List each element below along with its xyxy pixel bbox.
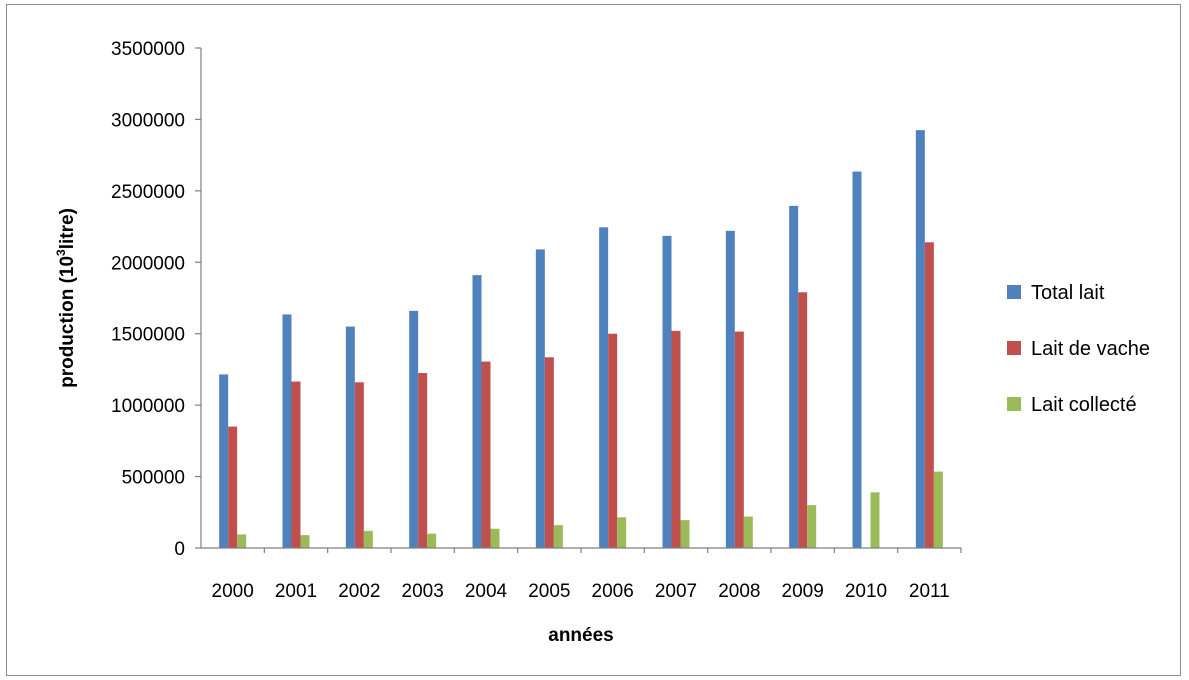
bar-lait-de-vache-2008 [734, 331, 744, 548]
y-tick-label: 500000 [122, 468, 185, 489]
x-tick-label: 2001 [275, 581, 317, 602]
x-tick-label: 2002 [338, 581, 380, 602]
x-tick-label: 2000 [212, 581, 254, 602]
y-axis-title-main: production (10 [57, 256, 78, 388]
bar-lait-collect--2008 [743, 516, 753, 548]
y-tick-label: 1000000 [111, 396, 185, 417]
bar-lait-collect--2005 [553, 525, 563, 548]
y-axis-ticks: 0 500000 1000000 1500000 2000000 2500000 30000… [111, 39, 201, 560]
bar-chart: 0 500000 1000000 1500000 2000000 2500000 30000… [54, 39, 1150, 646]
bar-lait-collect--2006 [617, 517, 627, 548]
x-tick-label: 2008 [718, 581, 760, 602]
bar-lait-collect--2011 [933, 471, 943, 548]
x-tick-label: 2005 [528, 581, 570, 602]
bar-total-lait-2009 [789, 205, 799, 548]
bar-lait-collect--2007 [680, 520, 690, 548]
bar-lait-de-vache-2006 [608, 333, 618, 548]
x-axis-ticks: 2000 2001 2002 2003 2004 2005 2006 2007 2008 2009… [212, 548, 962, 602]
bar-total-lait-2000 [219, 374, 229, 548]
bar-total-lait-2002 [345, 326, 355, 548]
bar-lait-de-vache-2007 [671, 330, 681, 548]
legend-label: Total lait [1031, 282, 1105, 304]
y-tick-label: 2500000 [111, 182, 185, 203]
bar-total-lait-2008 [725, 230, 735, 548]
y-tick-label: 3500000 [111, 39, 185, 60]
y-axis-title-tail: litre) [57, 208, 78, 249]
bar-lait-de-vache-2009 [798, 292, 808, 548]
bar-lait-collect--2000 [237, 534, 247, 548]
y-tick-label: 0 [174, 539, 185, 560]
x-tick-label: 2009 [782, 581, 824, 602]
legend-swatch [1007, 397, 1021, 411]
bar-total-lait-2010 [852, 171, 862, 549]
bar-lait-collect--2004 [490, 528, 500, 548]
legend: Total lait Lait de vache Lait collecté [1007, 282, 1150, 416]
x-tick-label: 2010 [845, 581, 887, 602]
bar-lait-de-vache-2002 [354, 382, 364, 548]
x-tick-label: 2006 [592, 581, 634, 602]
bar-lait-collect--2009 [807, 505, 817, 548]
y-tick-label: 2000000 [111, 253, 185, 274]
legend-label: Lait collecté [1031, 394, 1137, 416]
x-tick-label: 2011 [909, 581, 950, 602]
y-axis-title: production (103litre) [54, 208, 78, 388]
bar-lait-collect--2002 [363, 530, 373, 548]
bar-total-lait-2007 [662, 235, 672, 548]
y-tick-label: 1500000 [111, 325, 185, 346]
legend-swatch [1007, 285, 1021, 299]
bar-lait-de-vache-2005 [544, 357, 554, 548]
x-tick-label: 2003 [402, 581, 444, 602]
legend-swatch [1007, 341, 1021, 355]
bar-total-lait-2006 [599, 227, 609, 549]
bar-lait-de-vache-2003 [418, 373, 428, 548]
bar-lait-de-vache-2000 [228, 426, 238, 548]
bar-total-lait-2011 [915, 130, 925, 548]
bar-total-lait-2005 [535, 249, 545, 548]
bar-lait-de-vache-2004 [481, 361, 491, 548]
bar-total-lait-2004 [472, 275, 482, 548]
x-tick-label: 2007 [655, 581, 697, 602]
bar-total-lait-2001 [282, 314, 292, 548]
legend-label: Lait de vache [1031, 338, 1150, 360]
x-axis-title: années [548, 625, 613, 646]
chart-frame: 0 500000 1000000 1500000 2000000 2500000 30000… [6, 4, 1181, 676]
bar-lait-collect--2003 [427, 533, 437, 548]
bar-lait-collect--2001 [300, 535, 310, 548]
y-tick-label: 3000000 [111, 110, 185, 131]
x-tick-label: 2004 [465, 581, 508, 602]
bar-total-lait-2003 [409, 310, 419, 548]
bar-lait-de-vache-2011 [924, 242, 934, 549]
bar-lait-collect--2010 [870, 492, 880, 548]
bars [219, 130, 943, 549]
bar-lait-de-vache-2001 [291, 381, 301, 548]
y-axis-title-sup: 3 [54, 249, 68, 256]
